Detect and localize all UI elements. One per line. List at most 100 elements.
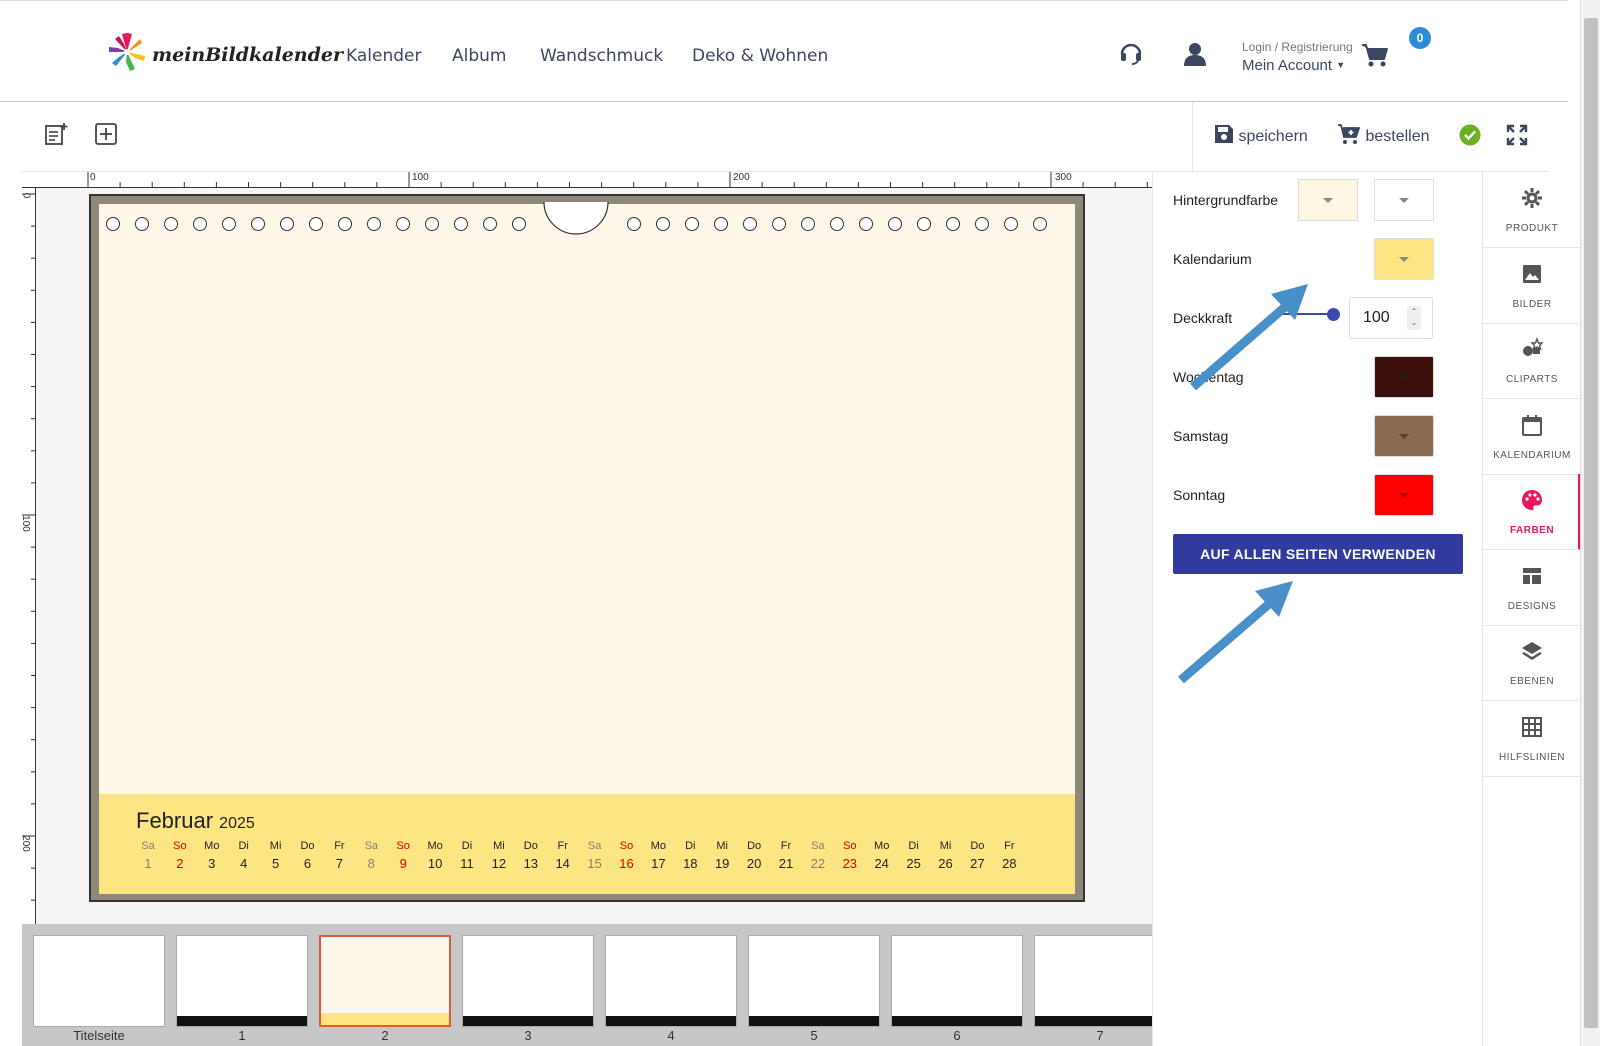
- background-color-picker-2[interactable]: [1374, 179, 1434, 221]
- page-background[interactable]: Februar 2025 Sa 1 So 2 Mo 3 Di 4 Mi 5 Do 6 Fr 7 Sa 8 So 9…: [99, 202, 1075, 894]
- day-name: So: [396, 840, 410, 852]
- day-cell[interactable]: Mi 19: [706, 840, 738, 871]
- side-tabs: PRODUKT BILDER CLIPARTS KALENDARIUM FARBEN DE…: [1482, 172, 1581, 1046]
- day-cell[interactable]: Sa 22: [802, 840, 834, 871]
- day-cell[interactable]: Di 4: [228, 840, 260, 871]
- day-cell[interactable]: Fr 14: [547, 840, 579, 871]
- opacity-stepper[interactable]: ⌃ ⌄: [1407, 306, 1421, 330]
- day-cell[interactable]: Di 18: [674, 840, 706, 871]
- binding-hole: [743, 217, 757, 231]
- flower-logo-icon[interactable]: [108, 32, 146, 72]
- day-number: 28: [1002, 856, 1017, 871]
- day-cell[interactable]: Mi 12: [483, 840, 515, 871]
- tab-bilder[interactable]: BILDER: [1483, 248, 1581, 324]
- day-cell[interactable]: Mo 17: [642, 840, 674, 871]
- day-cell[interactable]: Fr 28: [993, 840, 1025, 871]
- logo-text[interactable]: meinBildkalender: [152, 44, 343, 66]
- tab-cliparts[interactable]: CLIPARTS: [1483, 323, 1581, 399]
- day-name: So: [173, 840, 187, 852]
- binding-hole: [975, 217, 989, 231]
- apply-all-pages-button[interactable]: AUF ALLEN SEITEN VERWENDEN: [1173, 534, 1463, 574]
- ruler-label-100: 100: [412, 172, 429, 183]
- day-cell[interactable]: Mi 5: [260, 840, 292, 871]
- page-thumbnail[interactable]: [33, 935, 165, 1027]
- day-name: Fr: [334, 840, 345, 852]
- day-cell[interactable]: Sa 15: [579, 840, 611, 871]
- binding-hole: [454, 217, 468, 231]
- day-cell[interactable]: Fr 21: [770, 840, 802, 871]
- ruler-horizontal: 0 100 200 300: [22, 172, 1152, 188]
- login-register-link[interactable]: Login / Registrierung: [1242, 40, 1353, 54]
- page-thumbnail[interactable]: [891, 935, 1023, 1027]
- binding-hole: [772, 217, 786, 231]
- day-cell[interactable]: Mo 3: [196, 840, 228, 871]
- tab-farben[interactable]: FARBEN: [1483, 474, 1581, 550]
- day-number: 15: [587, 856, 602, 871]
- opacity-slider-handle[interactable]: [1327, 308, 1340, 321]
- tab-hilfslinien[interactable]: HILFSLINIEN: [1483, 701, 1581, 777]
- day-cell[interactable]: Mo 10: [419, 840, 451, 871]
- tab-produkt[interactable]: PRODUKT: [1483, 172, 1581, 248]
- check-circle-icon[interactable]: [1459, 124, 1481, 146]
- day-cell[interactable]: So 16: [611, 840, 643, 871]
- tab-kalendarium[interactable]: KALENDARIUM: [1483, 399, 1581, 475]
- thumbnail-label: 5: [810, 1028, 818, 1043]
- page-thumbnail[interactable]: [319, 935, 451, 1027]
- user-icon[interactable]: [1184, 42, 1206, 66]
- day-cell[interactable]: Do 27: [961, 840, 993, 871]
- day-cell[interactable]: Fr 7: [323, 840, 355, 871]
- month-title[interactable]: Februar 2025: [136, 808, 255, 834]
- binding-hole: [1004, 217, 1018, 231]
- calendar-page[interactable]: Februar 2025 Sa 1 So 2 Mo 3 Di 4 Mi 5 Do 6 Fr 7 Sa 8 So 9…: [89, 194, 1085, 902]
- page-thumbnail[interactable]: [176, 935, 308, 1027]
- page-thumbnail[interactable]: [462, 935, 594, 1027]
- support-headset-icon[interactable]: [1118, 40, 1144, 66]
- tab-designs[interactable]: DESIGNS: [1483, 550, 1581, 626]
- sunday-color-picker[interactable]: [1374, 474, 1434, 516]
- day-cell[interactable]: Do 6: [292, 840, 324, 871]
- kalendarium-color-picker[interactable]: [1374, 238, 1434, 280]
- nav-kalender[interactable]: Kalender: [346, 46, 422, 66]
- save-label: speichern: [1238, 128, 1308, 145]
- nav-wandschmuck[interactable]: Wandschmuck: [540, 46, 664, 66]
- order-label: bestellen: [1365, 128, 1430, 145]
- day-cell[interactable]: So 9: [387, 840, 419, 871]
- kalendarium-block[interactable]: Februar 2025 Sa 1 So 2 Mo 3 Di 4 Mi 5 Do 6 Fr 7 Sa 8 So 9…: [99, 794, 1075, 894]
- site-header: meinBildkalender Kalender Album Wandschm…: [0, 4, 1568, 102]
- page-thumbnail[interactable]: [605, 935, 737, 1027]
- day-cell[interactable]: Di 11: [451, 840, 483, 871]
- add-element-icon[interactable]: [94, 122, 118, 146]
- day-cell[interactable]: Sa 1: [132, 840, 164, 871]
- background-color-picker-1[interactable]: [1298, 179, 1358, 221]
- thumbnail-label: 2: [381, 1028, 389, 1043]
- day-cell[interactable]: Di 25: [898, 840, 930, 871]
- nav-deko-wohnen[interactable]: Deko & Wohnen: [692, 46, 829, 66]
- day-cell[interactable]: Mo 24: [866, 840, 898, 871]
- day-cell[interactable]: Sa 8: [355, 840, 387, 871]
- add-page-icon[interactable]: [44, 122, 68, 146]
- page-scrollbar[interactable]: [1580, 0, 1600, 1046]
- tab-ebenen[interactable]: EBENEN: [1483, 625, 1581, 701]
- saturday-color-picker[interactable]: [1374, 415, 1434, 457]
- thumbnail-label: Titelseite: [73, 1028, 125, 1043]
- opacity-input[interactable]: 100 ⌃ ⌄: [1349, 297, 1433, 339]
- weekday-color-picker[interactable]: [1374, 356, 1434, 398]
- my-account-dropdown[interactable]: Mein Account ▼: [1242, 57, 1345, 74]
- scrollbar-thumb[interactable]: [1584, 18, 1598, 1028]
- opacity-slider-track[interactable]: [1273, 313, 1333, 315]
- day-cell[interactable]: Mi 26: [930, 840, 962, 871]
- day-number: 24: [874, 856, 889, 871]
- day-cell[interactable]: Do 20: [738, 840, 770, 871]
- day-cell[interactable]: So 23: [834, 840, 866, 871]
- nav-album[interactable]: Album: [452, 46, 507, 66]
- save-button[interactable]: speichern: [1214, 124, 1308, 146]
- day-cell[interactable]: Do 13: [515, 840, 547, 871]
- page-thumbnail[interactable]: [748, 935, 880, 1027]
- floppy-disk-icon: [1215, 125, 1233, 143]
- shopping-cart-icon[interactable]: [1361, 42, 1389, 68]
- page-thumbnail[interactable]: [1034, 935, 1166, 1027]
- day-name: Do: [747, 840, 762, 852]
- fullscreen-expand-icon[interactable]: [1506, 124, 1528, 146]
- day-cell[interactable]: So 2: [164, 840, 196, 871]
- order-button[interactable]: bestellen: [1337, 123, 1430, 146]
